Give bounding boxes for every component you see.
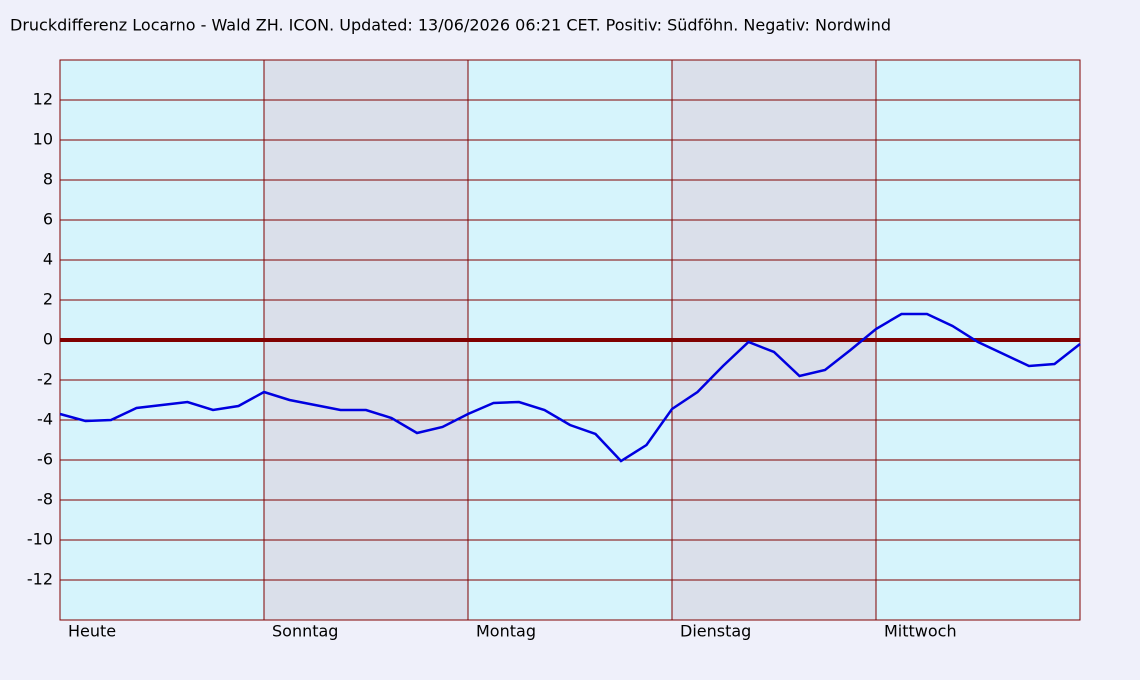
y-tick-label: 4 bbox=[43, 250, 53, 269]
y-tick-label: -6 bbox=[37, 450, 53, 469]
y-tick-label: -4 bbox=[37, 410, 53, 429]
y-tick-label: -2 bbox=[37, 370, 53, 389]
y-tick-label: 6 bbox=[43, 210, 53, 229]
y-tick-label: 12 bbox=[33, 90, 53, 109]
x-tick-label: Mittwoch bbox=[884, 622, 957, 641]
y-tick-label: 8 bbox=[43, 170, 53, 189]
y-tick-label: 2 bbox=[43, 290, 53, 309]
y-tick-label: 0 bbox=[43, 330, 53, 349]
x-tick-label: Sonntag bbox=[272, 622, 338, 641]
plot-border bbox=[59, 59, 1081, 621]
y-tick-label: 10 bbox=[33, 130, 53, 149]
x-tick-label: Montag bbox=[476, 622, 536, 641]
chart-title: Druckdifferenz Locarno - Wald ZH. ICON. … bbox=[10, 16, 891, 35]
y-tick-label: -10 bbox=[27, 530, 53, 549]
x-tick-label: Dienstag bbox=[680, 622, 751, 641]
x-tick-label: Heute bbox=[68, 622, 116, 641]
y-tick-label: -12 bbox=[27, 570, 53, 589]
y-tick-label: -8 bbox=[37, 490, 53, 509]
data-line bbox=[59, 312, 1081, 463]
